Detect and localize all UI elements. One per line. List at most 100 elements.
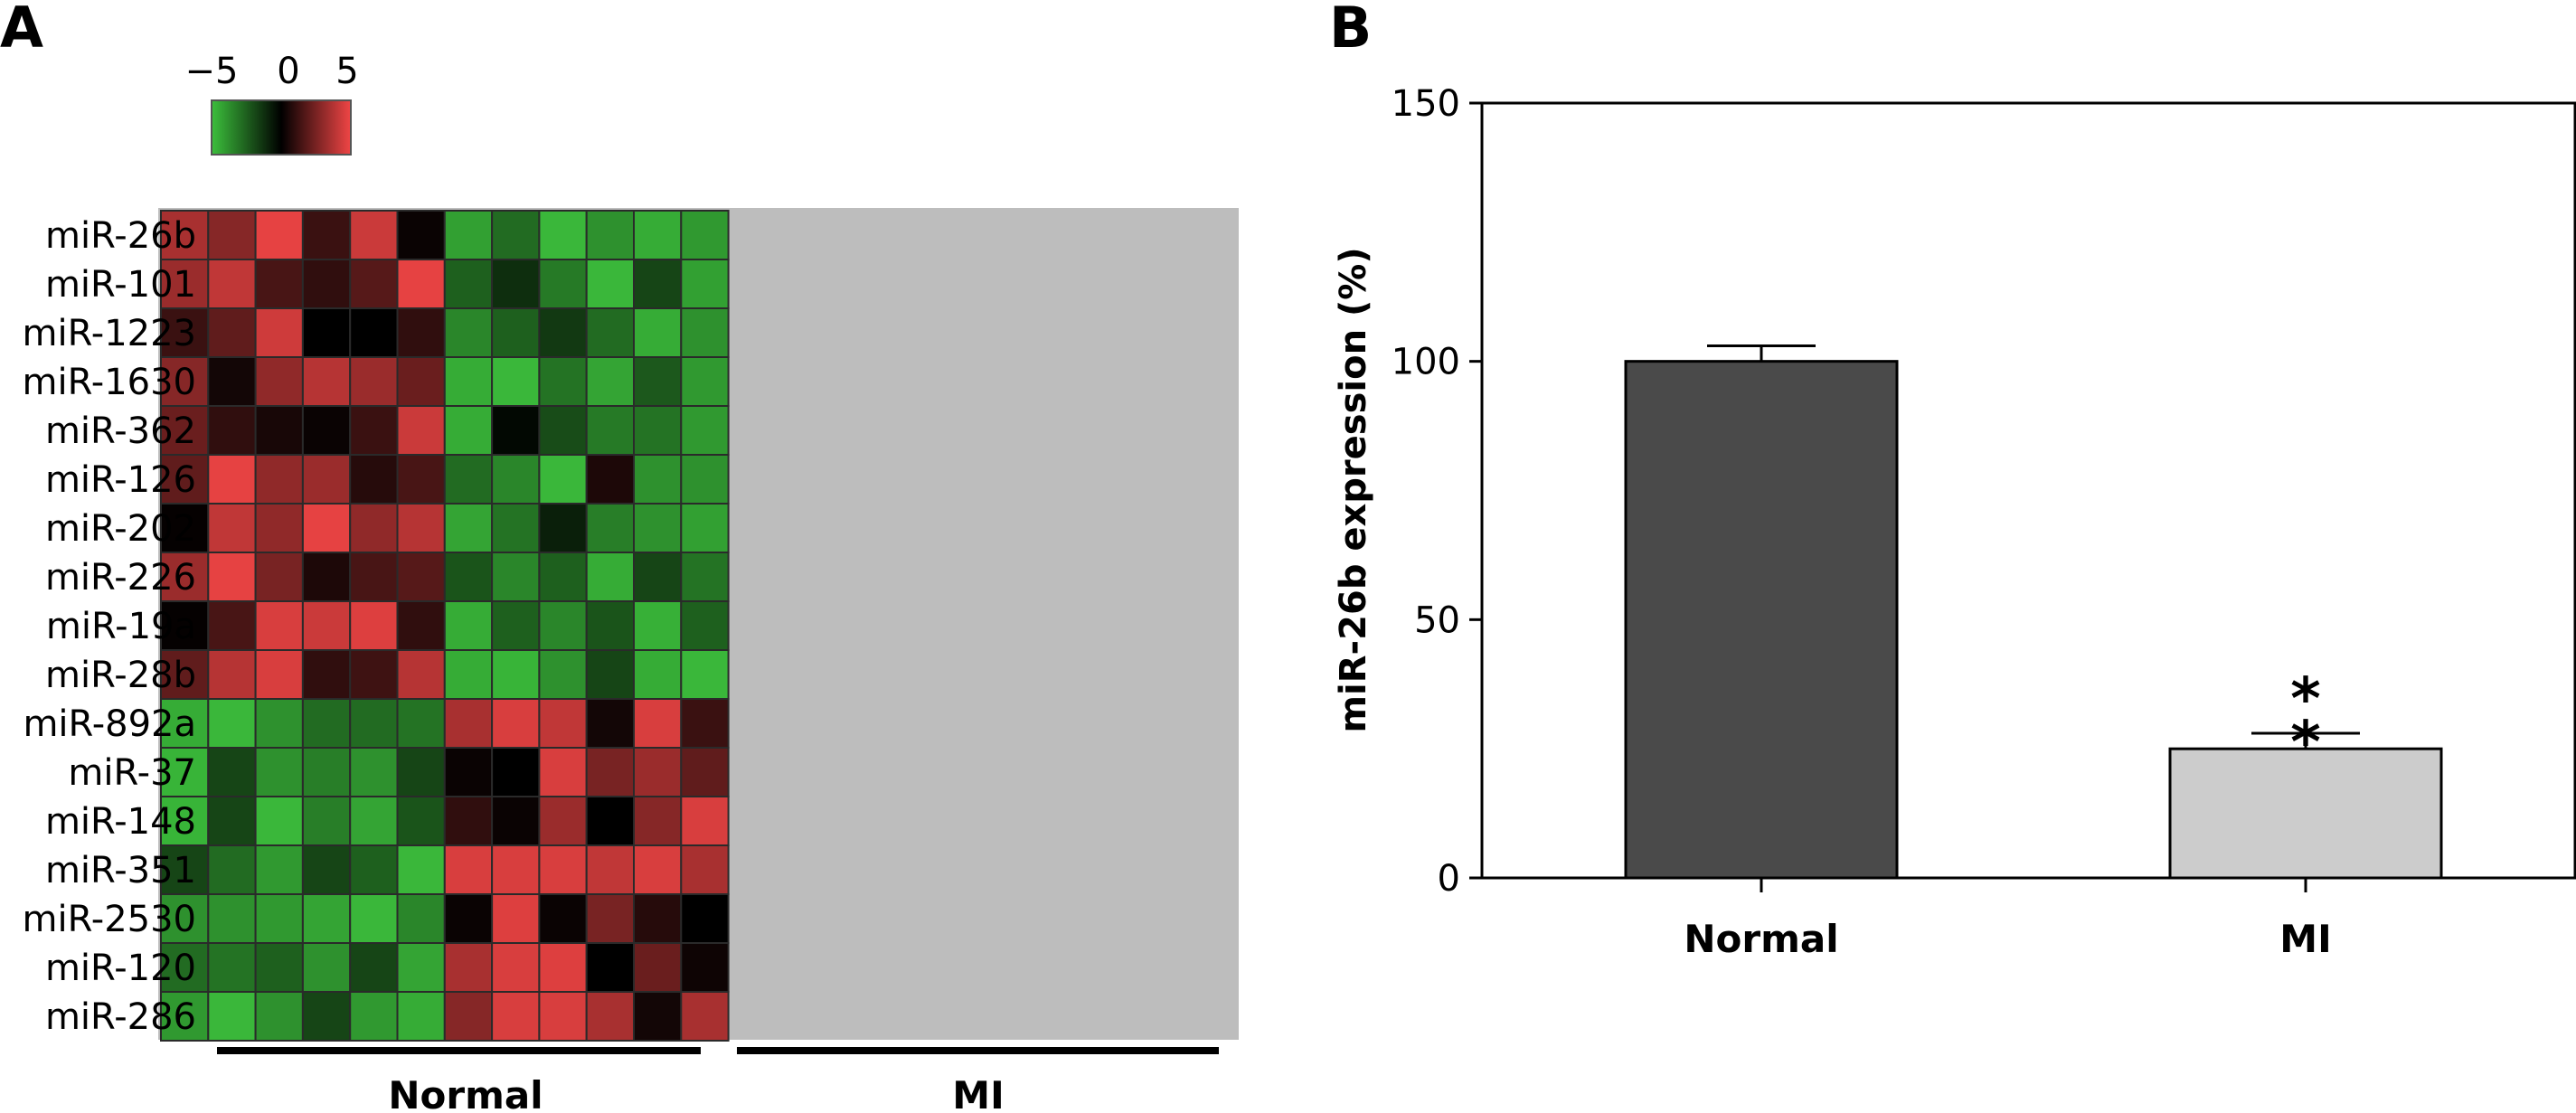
heatmap-cell: [680, 649, 730, 700]
heatmap-cell: [443, 844, 494, 895]
heatmap-cell: [443, 893, 494, 944]
heatmap-cell: [680, 747, 730, 797]
heatmap-cell: [349, 991, 399, 1042]
heatmap-cell: [585, 552, 636, 602]
heatmap-cell: [207, 307, 257, 358]
heatmap-cell: [301, 796, 352, 846]
heatmap-cell: [254, 991, 304, 1042]
heatmap-cell: [633, 259, 683, 309]
heatmap-cell: [585, 991, 636, 1042]
heatmap-cell: [254, 405, 304, 456]
heatmap-cell: [349, 356, 399, 407]
x-category-label: Normal: [1684, 917, 1838, 961]
heatmap-cell: [207, 698, 257, 749]
heatmap-cell: [585, 307, 636, 358]
heatmap-row-label: miR-226: [45, 557, 196, 599]
heatmap-cell: [254, 942, 304, 993]
heatmap-cell: [349, 796, 399, 846]
heatmap-cell: [254, 649, 304, 700]
heatmap-cell: [443, 698, 494, 749]
heatmap-cell: [491, 552, 541, 602]
heatmap-cell: [349, 698, 399, 749]
heatmap-cell: [538, 210, 588, 260]
heatmap-cell: [633, 893, 683, 944]
heatmap-cell: [254, 356, 304, 407]
heatmap-cell: [680, 259, 730, 309]
heatmap-cell: [254, 844, 304, 895]
heatmap-cell: [207, 747, 257, 797]
heatmap-cell: [207, 356, 257, 407]
heatmap-cell: [207, 600, 257, 651]
heatmap-cell: [301, 503, 352, 553]
heatmap-cell: [207, 796, 257, 846]
heatmap-row-label: miR-126: [45, 459, 196, 501]
bar-mi: [2168, 747, 2443, 880]
heatmap-cell: [538, 649, 588, 700]
heatmap-row-label: miR-286: [45, 996, 196, 1038]
heatmap-cell: [396, 893, 446, 944]
heatmap-cell: [680, 942, 730, 993]
heatmap-cell: [396, 552, 446, 602]
heatmap-cell: [633, 210, 683, 260]
heatmap-row-label: miR-37: [68, 752, 196, 794]
heatmap-cell: [443, 942, 494, 993]
heatmap-cell: [585, 405, 636, 456]
heatmap-row-label: miR-101: [45, 264, 196, 306]
heatmap-cell: [633, 552, 683, 602]
heatmap-cell: [633, 454, 683, 505]
heatmap-cell: [349, 503, 399, 553]
panel-b-letter: B: [1329, 0, 1372, 61]
heatmap-cell: [396, 649, 446, 700]
heatmap-cell: [160, 796, 210, 846]
heatmap-cell: [443, 552, 494, 602]
y-tick-label: 50: [1414, 599, 1460, 641]
heatmap-cell: [491, 942, 541, 993]
panel-a-letter: A: [0, 0, 43, 61]
heatmap-cell: [254, 552, 304, 602]
heatmap-cell: [491, 844, 541, 895]
heatmap-cell: [349, 307, 399, 358]
heatmap-cell: [396, 356, 446, 407]
heatmap-cell: [443, 796, 494, 846]
heatmap-cell: [585, 796, 636, 846]
heatmap-row-label: miR-1223: [23, 313, 196, 354]
heatmap-cell: [538, 503, 588, 553]
heatmap-cell: [207, 405, 257, 456]
heatmap-row-label: miR-1630: [23, 362, 196, 403]
heatmap-cell: [680, 503, 730, 553]
heatmap-cell: [301, 844, 352, 895]
heatmap-cell: [349, 747, 399, 797]
y-tick-label: 0: [1438, 858, 1460, 900]
heatmap-cell: [396, 698, 446, 749]
heatmap-cell: [396, 454, 446, 505]
heatmap-cell: [538, 698, 588, 749]
heatmap-cell: [254, 503, 304, 553]
heatmap-cell: [443, 454, 494, 505]
heatmap-cell: [680, 307, 730, 358]
heatmap-cell: [443, 991, 494, 1042]
heatmap-cell: [160, 844, 210, 895]
heatmap-cell: [585, 600, 636, 651]
heatmap-cell: [396, 259, 446, 309]
heatmap-cell: [585, 844, 636, 895]
heatmap-cell: [491, 405, 541, 456]
heatmap-cell: [680, 600, 730, 651]
heatmap-cell: [538, 356, 588, 407]
heatmap-cell: [207, 503, 257, 553]
heatmap-cell: [301, 698, 352, 749]
heatmap-cell: [538, 405, 588, 456]
heatmap-cell: [491, 210, 541, 260]
heatmap-cell: [254, 698, 304, 749]
heatmap-cell: [160, 210, 210, 260]
plot-frame: [1480, 101, 2576, 880]
heatmap-cell: [160, 259, 210, 309]
heatmap-cell: [301, 649, 352, 700]
heatmap: miR-26b miR-101 miR-1223 miR-1630 miR-362 miR…: [23, 208, 1239, 1113]
heatmap-cell: [254, 747, 304, 797]
heatmap-cell: [680, 991, 730, 1042]
heatmap-cell: [491, 356, 541, 407]
heatmap-cell: [538, 552, 588, 602]
heatmap-cell: [349, 454, 399, 505]
heatmap-cell: [349, 942, 399, 993]
heatmap-cell: [349, 649, 399, 700]
